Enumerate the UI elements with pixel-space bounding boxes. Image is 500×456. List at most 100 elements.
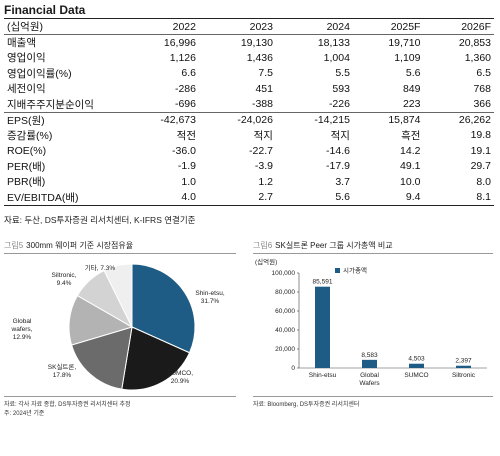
table-cell: 6.5 <box>476 67 491 80</box>
row-label: PER(배) <box>7 160 46 173</box>
table-row: 매출액 16,996 19,130 18,133 19,710 20,853 <box>4 35 494 51</box>
bar-figure-tag: 그림6 <box>253 241 273 250</box>
bar <box>362 359 377 368</box>
table-cell: -286 <box>174 82 196 95</box>
bar <box>456 365 471 368</box>
pie-slice <box>103 263 133 328</box>
table-cell: 5.6 <box>335 191 350 203</box>
table-row: 세전이익 -286 451 593 849 768 <box>4 81 494 97</box>
table-row: EPS(원) -42,673 -24,026 -14,215 15,874 26,262 <box>4 112 494 128</box>
bar-source: 자료: Bloomberg, DS투자증권 리서치센터 <box>253 402 360 408</box>
row-label: 매출액 <box>7 37 36 49</box>
y-tick-label: 0 <box>291 365 295 372</box>
bar <box>409 363 424 368</box>
pie-note: 주: 2024년 기준 <box>4 411 45 417</box>
y-tick-label: 40,000 <box>275 327 295 334</box>
pie-slice-label: SUMCO, 20.9% <box>167 370 193 385</box>
table-cell: 6.6 <box>181 67 196 80</box>
table-cell: 적전 <box>176 129 196 142</box>
bar-value-label: 8,583 <box>361 352 378 359</box>
table-cell: 26,262 <box>458 114 491 126</box>
table-cell: 7.5 <box>258 67 273 80</box>
row-label: EPS(원) <box>7 114 45 127</box>
table-cell: 29.7 <box>470 160 491 173</box>
table-cell: 1.0 <box>181 175 196 188</box>
table-row: 지배주주지분순이익 -696 -388 -226 223 366 <box>4 97 494 113</box>
table-cell: 223 <box>402 98 421 110</box>
bar-title-divider <box>253 253 493 254</box>
x-tick-label: Shin-etsu <box>309 372 337 379</box>
pie-slice-label: SK실트론, 17.8% <box>48 362 77 379</box>
pie-source: 자료: 각사 자료 종합, DS투자증권 리서치센터 추정 <box>4 402 131 408</box>
table-cell: 18,133 <box>317 36 350 49</box>
pie-slice <box>131 263 196 354</box>
table-cell: 49.1 <box>400 160 421 173</box>
table-cell: 1,109 <box>394 51 421 64</box>
table-cell: 적지 <box>253 129 273 142</box>
table-cell: -42,673 <box>160 114 196 126</box>
financial-table: (십억원) 2022 2023 2024 2025F 2026F 매출액 16,9… <box>4 18 494 206</box>
y-tick-label: 20,000 <box>275 346 295 353</box>
table-cell: 8.1 <box>476 191 491 203</box>
pie-slice-label: Siltronic, 9.4% <box>52 272 77 287</box>
table-header-row: (십억원) 2022 2023 2024 2025F 2026F <box>4 18 494 35</box>
table-cell: -17.9 <box>326 160 350 173</box>
table-cell: -3.9 <box>254 160 273 173</box>
x-tick-label: Siltronic <box>452 372 476 379</box>
row-label: 세전이익 <box>7 83 46 96</box>
table-cell: -226 <box>328 98 350 110</box>
table-source: 자료: 두산, DS투자증권 리서치센터, K-IFRS 연결기준 <box>4 215 196 225</box>
pie-figure-tag: 그림5 <box>4 241 24 250</box>
legend-swatch <box>335 268 340 273</box>
table-cell: 1,360 <box>464 51 491 64</box>
market-cap-bar-chart: (십억원) 0 20,000 40,000 60,000 80,000 100,000 시가총… <box>255 257 487 387</box>
row-label: ROE(%) <box>7 144 47 157</box>
year-header: 2023 <box>249 20 273 33</box>
year-header: 2025F <box>390 20 421 33</box>
bar-figure-title: 그림6 SK실트론 Peer 그룹 시가총액 비교 <box>253 240 393 251</box>
table-row: EV/EBITDA(배) 4.0 2.7 5.6 9.4 8.1 <box>4 190 494 205</box>
table-row: 증감률(%) 적전 적지 적지 흑전 19.8 <box>4 128 494 144</box>
table-cell: 20,853 <box>458 36 491 49</box>
pie-title-divider <box>4 253 236 254</box>
table-cell: 849 <box>402 82 421 95</box>
table-cell: 1.2 <box>258 175 273 188</box>
table-cell: 14.2 <box>400 144 421 157</box>
table-cell: -14,215 <box>314 114 350 126</box>
pie-slice <box>121 326 191 391</box>
bar-value-label: 4,503 <box>408 356 425 363</box>
table-cell: 2.7 <box>258 191 273 203</box>
table-cell: 19.8 <box>470 129 491 142</box>
pie-figure-title-text: 300mm 웨이퍼 기준 시장점유율 <box>26 241 134 250</box>
table-row: PBR(배) 1.0 1.2 3.7 10.0 8.0 <box>4 174 494 190</box>
table-cell: -388 <box>251 98 273 110</box>
bar-value-label: 2,397 <box>455 358 472 365</box>
table-cell: -1.9 <box>177 160 196 173</box>
table-cell: 19.1 <box>470 144 491 157</box>
year-header: 2024 <box>326 20 350 33</box>
pie-slice-label: 기타, 7.3% <box>85 263 116 272</box>
market-share-pie-chart: Shin-etsu, 31.7% SUMCO, 20.9% SK실트론, 17.8% Glo… <box>11 263 225 391</box>
legend-label: 시가총액 <box>343 266 367 275</box>
table-cell: 768 <box>473 82 491 95</box>
y-tick-label: 60,000 <box>275 308 295 315</box>
table-cell: 15,874 <box>388 114 421 126</box>
table-cell: 19,710 <box>388 36 421 49</box>
table-cell: 1,126 <box>169 51 196 64</box>
table-cell: 5.6 <box>405 67 421 80</box>
bar-figure-title-text: SK실트론 Peer 그룹 시가총액 비교 <box>275 241 393 250</box>
table-cell: 366 <box>473 98 491 110</box>
x-tick-label: SUMCO <box>404 372 428 379</box>
table-cell: -696 <box>174 98 196 110</box>
table-cell: 19,130 <box>240 36 273 49</box>
pie-slice-label: Shin-etsu, 31.7% <box>195 290 224 305</box>
row-label: 영업이익 <box>7 52 46 65</box>
bar-footer-divider <box>253 396 493 397</box>
table-cell: 8.0 <box>476 175 491 188</box>
table-cell: -14.6 <box>326 144 350 157</box>
table-cell: -24,026 <box>237 114 273 126</box>
table-cell: 9.4 <box>405 191 421 203</box>
bar-value-label: 85,591 <box>313 279 333 286</box>
y-tick-label: 80,000 <box>275 289 295 296</box>
table-cell: 흑전 <box>401 129 421 142</box>
